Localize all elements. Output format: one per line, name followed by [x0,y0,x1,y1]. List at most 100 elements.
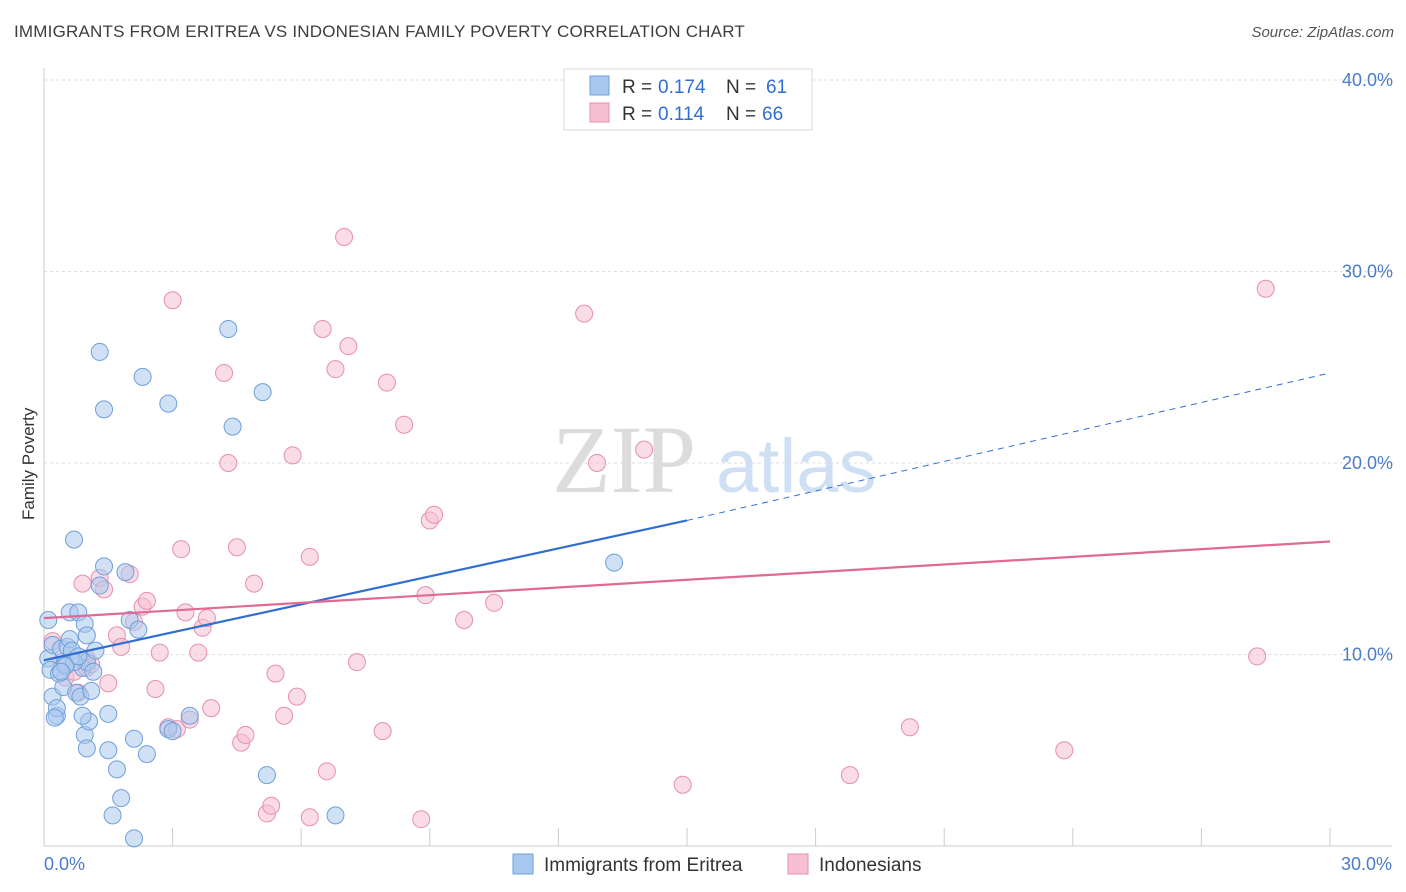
eritrea-point [90,576,109,595]
indonesian-point [150,643,169,662]
eritrea-point [129,620,148,639]
indonesian-point [112,637,131,656]
indonesian-trend-line [43,540,1331,620]
watermark-zip: ZIP [552,406,696,513]
indonesian-point [326,360,345,379]
eritrea-point [133,367,152,386]
indonesian-point [287,687,306,706]
legend-r-value-eritrea: 0.174 [658,77,706,98]
y-tick-label: 30.0% [1342,262,1393,282]
indonesian-point [219,454,238,472]
correlation-legend: R = 0.174 N = 61 R = 0.114 N = 66 [563,68,813,131]
y-tick-label: 40.0% [1342,70,1393,90]
indonesian-point [425,505,444,524]
legend-r-label-eritrea: R = [622,77,652,98]
y-tick-labels: 10.0% 20.0% 30.0% 40.0% [1342,70,1393,665]
indonesian-point [300,808,319,827]
indonesian-point [1248,647,1267,666]
eritrea-point [326,806,345,825]
eritrea-point [107,760,126,779]
eritrea-point [223,417,242,436]
source-label: Source: ZipAtlas.com [1251,24,1394,41]
indonesian-point [412,810,431,829]
indonesian-point [227,538,246,557]
indonesian-point [275,706,294,725]
indonesian-point [377,373,396,392]
legend-swatch-eritrea [589,75,610,96]
eritrea-point [77,626,96,645]
indonesian-point [900,718,919,737]
eritrea-point [99,741,118,760]
eritrea-point [95,400,114,419]
indonesian-point [455,611,474,630]
x-tick-label-min: 0.0% [44,854,85,874]
indonesian-point [347,653,366,672]
gridlines [44,79,1392,655]
eritrea-point [77,739,96,758]
eritrea-point [137,745,156,764]
y-axis-title: Family Poverty [19,407,38,520]
x-axis-ticks [43,828,1331,846]
eritrea-point [605,553,624,572]
legend-n-value-eritrea: 61 [766,77,787,98]
indonesian-point [283,446,302,465]
chart-title: IMMIGRANTS FROM ERITREA VS INDONESIAN FA… [14,22,745,41]
eritrea-point [95,557,114,576]
eritrea-point [219,319,238,338]
indonesian-point [1055,741,1074,760]
indonesian-point [575,304,594,323]
bottom-legend-swatch-eritrea [512,853,534,875]
indonesian-point [176,603,195,622]
eritrea-point [159,394,178,413]
indonesian-point [262,796,281,815]
series-legend: Immigrants from Eritrea Indonesians [512,853,921,876]
indonesian-point [635,440,654,459]
eritrea-point [253,383,272,402]
watermark-atlas: atlas [716,424,877,509]
y-tick-label: 20.0% [1342,453,1393,473]
eritrea-point [112,789,131,808]
indonesian-point [146,679,165,698]
eritrea-point [39,611,58,630]
legend-swatch-indonesian [589,102,610,123]
indonesian-point [245,574,264,593]
legend-n-label-indonesian: N = [726,104,756,125]
eritrea-point [84,662,103,681]
bottom-legend-label-indonesian: Indonesians [819,855,921,876]
legend-n-label-eritrea: N = [726,77,756,98]
indonesian-point [485,593,504,612]
indonesian-point [163,291,182,310]
indonesian-points [43,228,1275,829]
indonesian-point [313,319,332,338]
trend-lines [43,372,1331,662]
indonesian-point [236,725,255,744]
indonesian-point [335,228,354,247]
eritrea-point [65,530,84,549]
bottom-legend-swatch-indonesian [787,853,809,875]
eritrea-point [180,706,199,725]
eritrea-point [125,729,144,748]
legend-r-label-indonesian: R = [622,104,652,125]
indonesian-point [266,664,285,683]
indonesian-point [215,363,234,382]
indonesian-point [840,766,859,785]
indonesian-point [317,762,336,781]
eritrea-point [73,706,92,725]
indonesian-point [202,699,221,718]
indonesian-point [172,540,191,559]
indonesian-point [673,775,692,794]
eritrea-point [103,806,122,825]
eritrea-points [39,319,624,848]
eritrea-point [125,829,144,848]
indonesian-point [1256,279,1275,298]
eritrea-point [90,342,109,361]
indonesian-point [73,574,92,593]
indonesian-point [137,591,156,610]
eritrea-point [116,563,135,582]
eritrea-point [257,766,276,785]
eritrea-point [45,708,64,727]
indonesian-point [300,547,319,566]
eritrea-point [52,662,71,681]
indonesian-point [197,609,216,628]
